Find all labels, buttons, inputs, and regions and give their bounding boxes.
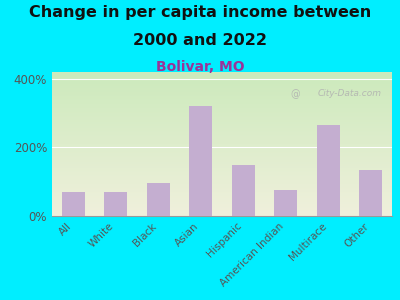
Bar (359, 170, 382, 216)
Bar (62, 192, 85, 216)
Text: Bolivar, MO: Bolivar, MO (156, 60, 244, 74)
Bar (274, 190, 298, 216)
Bar (232, 165, 255, 216)
Text: City-Data.com: City-Data.com (318, 89, 382, 98)
Bar (104, 192, 128, 216)
Text: 2000 and 2022: 2000 and 2022 (133, 33, 267, 48)
Text: Change in per capita income between: Change in per capita income between (29, 4, 371, 20)
Bar (146, 183, 170, 216)
Text: @: @ (290, 89, 300, 99)
Bar (316, 125, 340, 216)
Bar (189, 106, 212, 216)
